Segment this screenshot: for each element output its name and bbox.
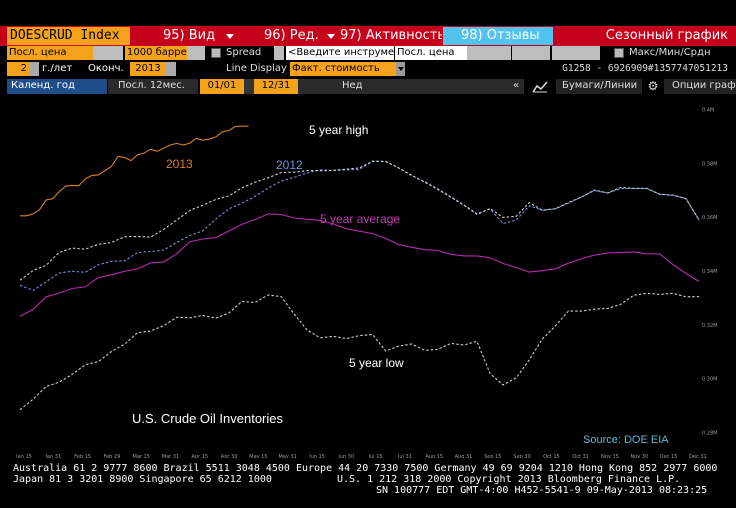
maxminavg-label: Макс/Мин/Срдн bbox=[629, 47, 711, 58]
y-tick-label: 0.4M bbox=[702, 107, 714, 113]
seasonal-chart: Jan 15 Jan 31 Feb 15 Feb 29 Mar 15 Mar 31 Apr … bbox=[15, 107, 717, 458]
series-lines bbox=[19, 125, 700, 411]
x-tick-label: Mar 15 bbox=[133, 454, 150, 458]
tab-last-12-months[interactable]: Посл. 12мес. bbox=[108, 79, 198, 94]
series-line-5-year-average bbox=[19, 213, 700, 317]
spread-checkbox[interactable] bbox=[211, 48, 221, 58]
footer-contacts-line2b: U.S. 1 212 318 2000 Copyright 2013 Bloom… bbox=[337, 474, 681, 485]
line-display-label: Line Display bbox=[226, 63, 287, 74]
collapse-button[interactable]: « bbox=[508, 79, 524, 94]
x-tick-label: Aug 15 bbox=[425, 454, 443, 458]
page-title: Сезонный график bbox=[560, 26, 736, 46]
line-display-select[interactable]: Факт. стоимость bbox=[290, 62, 396, 76]
blank-select[interactable] bbox=[512, 46, 550, 60]
price-field-spacer[interactable] bbox=[93, 46, 123, 60]
x-tick-label: Jul 15 bbox=[368, 454, 383, 458]
date-separator bbox=[244, 79, 254, 94]
x-tick-label: Jun 15 bbox=[308, 454, 325, 458]
spread-select[interactable] bbox=[274, 46, 284, 60]
reviews-button[interactable]: 98) Отзывы bbox=[443, 27, 553, 45]
edit-menu-button[interactable]: 96) Ред. bbox=[238, 26, 338, 46]
x-tick-label: Apr 30 bbox=[221, 454, 238, 458]
chevron-down-icon[interactable] bbox=[396, 62, 405, 76]
y-tick-label: 0.28M bbox=[702, 431, 717, 437]
annotation-s2013: 2013 bbox=[166, 157, 193, 171]
annotation-high: 5 year high bbox=[309, 123, 368, 137]
tab-calendar-year[interactable]: Календ. год bbox=[7, 79, 107, 94]
end-label: Оконч. bbox=[88, 63, 124, 74]
maxminavg-checkbox[interactable] bbox=[614, 48, 624, 58]
footer-session-info: SN 100777 EDT GMT-4:00 H452-5541-9 09-Ma… bbox=[376, 485, 708, 496]
series-line-2012 bbox=[19, 160, 700, 292]
x-tick-label: May 15 bbox=[249, 454, 267, 458]
chart-type-icon[interactable] bbox=[530, 79, 550, 94]
annotation-chart_title: U.S. Crude Oil Inventories bbox=[132, 411, 284, 426]
price-field-1[interactable]: Посл. цена bbox=[7, 46, 93, 60]
chevron-down-icon bbox=[226, 34, 234, 39]
price-field-2[interactable]: Посл. цена bbox=[395, 46, 467, 60]
annotation-low: 5 year low bbox=[349, 356, 404, 370]
x-axis: Jan 15 Jan 31 Feb 15 Feb 29 Mar 15 Mar 31 Apr … bbox=[15, 454, 707, 458]
x-tick-label: Mar 31 bbox=[162, 454, 179, 458]
years-stepper[interactable] bbox=[29, 62, 39, 76]
x-tick-label: Jun 30 bbox=[337, 454, 354, 458]
units-spacer[interactable] bbox=[187, 46, 205, 60]
y-tick-label: 0.32M bbox=[702, 323, 717, 329]
x-tick-label: Nov 15 bbox=[601, 454, 619, 458]
x-tick-label: Jul 31 bbox=[397, 454, 412, 458]
x-tick-label: Aug 31 bbox=[455, 454, 473, 458]
y-tick-label: 0.36M bbox=[702, 215, 717, 221]
x-tick-label: Nov 30 bbox=[630, 454, 648, 458]
y-tick-label: 0.34M bbox=[702, 269, 717, 275]
units-field[interactable]: 1000 барре bbox=[125, 46, 187, 60]
series-line-2013 bbox=[20, 125, 249, 217]
x-tick-label: Oct 15 bbox=[543, 454, 560, 458]
series-line-5-year-high bbox=[19, 160, 700, 281]
ticker-field[interactable]: DOESCRUD Index bbox=[7, 27, 130, 45]
x-tick-label: Dec 31 bbox=[689, 454, 707, 458]
bonds-lines-button[interactable]: Бумаги/Линии bbox=[556, 79, 642, 94]
y-tick-label: 0.30M bbox=[702, 377, 717, 383]
footer-contacts-line2a: Japan 81 3 3201 8900 Singapore 65 6212 1… bbox=[13, 474, 272, 485]
security-input[interactable]: <Введите инструме bbox=[286, 46, 394, 60]
x-tick-label: Feb 15 bbox=[74, 454, 91, 458]
date-from-field[interactable]: 01/01 bbox=[200, 79, 244, 94]
end-year-stepper[interactable] bbox=[166, 62, 176, 76]
annotation-avg: 5 year average bbox=[320, 212, 400, 226]
footer-contacts-line1: Australia 61 2 9777 8600 Brazil 5511 304… bbox=[13, 463, 718, 474]
x-tick-label: Apr 15 bbox=[191, 454, 208, 458]
end-year-field[interactable]: 2013 bbox=[130, 62, 166, 76]
x-tick-label: Sep 30 bbox=[513, 454, 530, 458]
view-menu-button[interactable]: 95) Вид bbox=[135, 26, 235, 46]
x-tick-label: Dec 15 bbox=[660, 454, 678, 458]
x-tick-label: Oct 31 bbox=[572, 454, 589, 458]
years-unit-label: г./лет bbox=[42, 63, 73, 74]
chart-id-text: G1258 - 6926909#1357747051213 bbox=[562, 63, 728, 74]
x-tick-label: Sep 15 bbox=[484, 454, 501, 458]
period-select[interactable]: Нед bbox=[298, 79, 508, 94]
activity-button[interactable]: 97) Активность bbox=[340, 26, 442, 46]
chart-options-button[interactable]: Опции граф bbox=[664, 79, 736, 94]
blank-select-2[interactable] bbox=[552, 46, 600, 60]
x-tick-label: Jan 15 bbox=[15, 454, 32, 458]
x-tick-label: May 31 bbox=[279, 454, 297, 458]
price-field-2-select[interactable] bbox=[467, 46, 511, 60]
series-line-5-year-low bbox=[19, 292, 700, 411]
x-tick-label: Feb 29 bbox=[103, 454, 120, 458]
date-to-field[interactable]: 12/31 bbox=[254, 79, 298, 94]
annotation-s2012: 2012 bbox=[276, 158, 303, 172]
spread-label: Spread bbox=[226, 47, 262, 58]
chevron-down-icon bbox=[327, 34, 335, 39]
annotation-source: Source: DOE EIA bbox=[583, 434, 669, 446]
chart-annotations: 2013 2012 5 year high 5 year average 5 year … bbox=[132, 123, 669, 446]
gear-icon[interactable]: ⚙ bbox=[647, 79, 659, 93]
y-axis: 0.28M 0.30M 0.32M 0.34M 0.36M 0.38M 0.4M bbox=[702, 107, 717, 436]
x-tick-label: Jan 31 bbox=[44, 454, 61, 458]
y-tick-label: 0.38M bbox=[702, 161, 717, 167]
years-field[interactable]: 2 bbox=[7, 62, 29, 76]
